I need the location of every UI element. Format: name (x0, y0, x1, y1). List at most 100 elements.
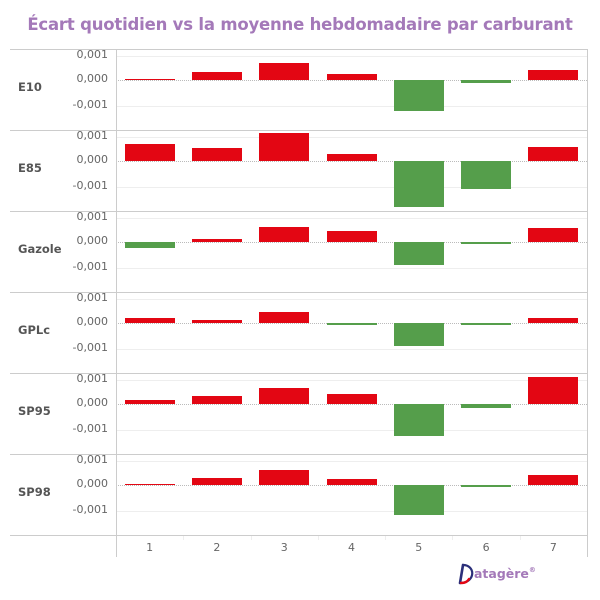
bar-sp98-2[interactable] (191, 477, 242, 485)
panel-border (10, 292, 587, 293)
zero-line (116, 404, 587, 405)
bar-sp98-1[interactable] (124, 483, 175, 485)
zero-line (116, 161, 587, 162)
bar-sp95-4[interactable] (326, 393, 377, 404)
bar-e85-2[interactable] (191, 147, 242, 161)
panel-label-gplc: GPLc (18, 323, 51, 337)
bar-e10-4[interactable] (326, 73, 377, 80)
y-tick-label: 0,000 (76, 234, 109, 247)
y-axis-line (116, 49, 117, 557)
bar-sp95-2[interactable] (191, 395, 242, 404)
bar-e85-3[interactable] (259, 133, 310, 161)
y-tick-label: -0,001 (72, 98, 108, 111)
panel-border (10, 211, 587, 212)
y-tick-label: 0,000 (76, 477, 109, 490)
bar-e10-7[interactable] (528, 69, 579, 80)
x-tick (250, 536, 252, 540)
panel-border (10, 49, 587, 50)
panel-label-gazole: Gazole (18, 242, 62, 256)
panel-label-sp98: SP98 (18, 485, 51, 499)
bar-gazole-2[interactable] (191, 238, 242, 242)
bar-e85-7[interactable] (528, 146, 579, 161)
bar-gplc-2[interactable] (191, 319, 242, 323)
y-tick-label: 0,000 (76, 153, 109, 166)
bar-gazole-4[interactable] (326, 230, 377, 242)
bar-e85-4[interactable] (326, 153, 377, 161)
gridline (116, 430, 587, 431)
panel-border (10, 454, 587, 455)
bar-gplc-6[interactable] (461, 323, 512, 325)
bar-sp98-3[interactable] (259, 469, 310, 485)
x-tick (317, 536, 319, 540)
y-tick-label: -0,001 (72, 179, 108, 192)
bar-gplc-7[interactable] (528, 317, 579, 323)
bar-gazole-5[interactable] (393, 242, 444, 265)
y-tick-label: -0,001 (72, 503, 108, 516)
chart-title: Écart quotidien vs la moyenne hebdomadai… (27, 15, 573, 34)
y-tick-label: 0,001 (76, 129, 109, 142)
bar-sp98-5[interactable] (393, 485, 444, 515)
bar-gazole-7[interactable] (528, 227, 579, 242)
y-tick-label: -0,001 (72, 260, 108, 273)
bar-sp95-5[interactable] (393, 404, 444, 437)
x-axis-label: 5 (415, 541, 423, 554)
bar-gazole-1[interactable] (124, 242, 175, 248)
bar-sp98-4[interactable] (326, 478, 377, 485)
bar-e10-3[interactable] (259, 62, 310, 80)
y-tick-label: 0,001 (76, 453, 109, 466)
x-tick (452, 536, 454, 540)
x-axis-label: 7 (549, 541, 557, 554)
logo-text: atagère® (474, 566, 536, 581)
bar-e85-6[interactable] (461, 161, 512, 190)
y-tick-label: -0,001 (72, 341, 108, 354)
bar-gplc-4[interactable] (326, 323, 377, 325)
y-tick-label: 0,001 (76, 210, 109, 223)
gridline (116, 349, 587, 350)
bar-e10-5[interactable] (393, 80, 444, 112)
gridline (116, 218, 587, 219)
bar-e10-1[interactable] (124, 78, 175, 80)
bar-e85-1[interactable] (124, 143, 175, 161)
bar-sp98-6[interactable] (461, 485, 512, 487)
y-tick-label: 0,001 (76, 372, 109, 385)
gridline (116, 299, 587, 300)
bar-gplc-1[interactable] (124, 317, 175, 323)
gridline (116, 380, 587, 381)
bar-sp95-7[interactable] (528, 376, 579, 404)
bar-sp98-7[interactable] (528, 474, 579, 485)
bar-sp95-1[interactable] (124, 399, 175, 404)
bar-gplc-5[interactable] (393, 323, 444, 346)
zero-line (116, 485, 587, 486)
y-tick-label: 0,000 (76, 315, 109, 328)
bar-e10-6[interactable] (461, 80, 512, 83)
y-tick-label: -0,001 (72, 422, 108, 435)
panel-label-sp95: SP95 (18, 404, 51, 418)
gridline (116, 268, 587, 269)
panel-border (10, 130, 587, 131)
panel-label-e10: E10 (18, 80, 42, 94)
panel-border (10, 535, 587, 536)
x-tick (385, 536, 387, 540)
gridline (116, 56, 587, 57)
bar-e85-5[interactable] (393, 161, 444, 207)
bar-e10-2[interactable] (191, 72, 242, 80)
bar-sp95-6[interactable] (461, 404, 512, 409)
x-tick (183, 536, 185, 540)
x-axis-label: 3 (280, 541, 288, 554)
gridline (116, 511, 587, 512)
y-tick-label: 0,001 (76, 48, 109, 61)
panel-border (10, 373, 587, 374)
panel-label-e85: E85 (18, 161, 42, 175)
bar-gplc-3[interactable] (259, 311, 310, 323)
x-tick (519, 536, 521, 540)
bar-gazole-6[interactable] (461, 242, 512, 245)
zero-line (116, 80, 587, 81)
right-border (587, 49, 588, 557)
gridline (116, 137, 587, 138)
gridline (116, 106, 587, 107)
bar-sp95-3[interactable] (259, 387, 310, 404)
gridline (116, 461, 587, 462)
bar-gazole-3[interactable] (259, 226, 310, 242)
logo-d-icon (458, 563, 474, 585)
